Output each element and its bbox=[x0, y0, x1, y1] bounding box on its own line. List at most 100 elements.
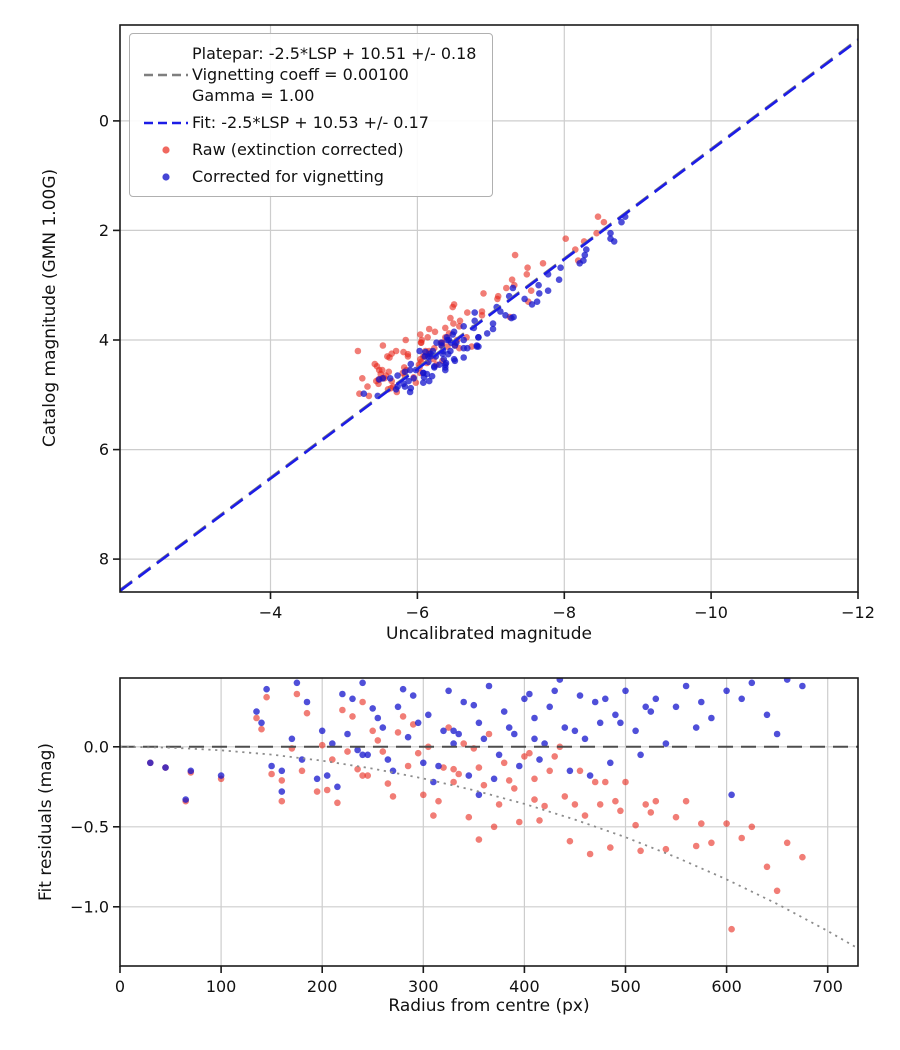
scatter-point bbox=[783, 678, 791, 683]
scatter-point bbox=[600, 218, 608, 226]
scatter-point bbox=[375, 366, 383, 374]
scatter-point bbox=[293, 679, 301, 687]
scatter-point bbox=[263, 693, 270, 701]
scatter-point bbox=[349, 713, 356, 720]
scatter-point bbox=[510, 313, 517, 321]
legend-label-raw: Raw (extinction corrected) bbox=[192, 140, 404, 159]
scatter-point bbox=[386, 354, 393, 361]
scatter-point bbox=[318, 727, 326, 735]
scatter-point bbox=[455, 770, 463, 778]
scatter-point bbox=[442, 366, 449, 374]
scatter-point bbox=[495, 801, 503, 808]
scatter-point bbox=[360, 390, 368, 398]
scatter-point bbox=[431, 328, 439, 336]
scatter-point bbox=[692, 842, 700, 850]
scatter-point bbox=[389, 767, 397, 775]
scatter-point bbox=[404, 350, 412, 358]
scatter-point bbox=[464, 309, 471, 316]
x-tick-label: −8 bbox=[553, 603, 577, 622]
scatter-point bbox=[447, 314, 454, 322]
scatter-point bbox=[698, 698, 705, 706]
vignetting-model-curve bbox=[120, 745, 858, 950]
scatter-point bbox=[561, 793, 569, 800]
residuals-tick-labels: 0 100 200 300 400 500 600 700 0.0 −0.5 −1.0 bbox=[70, 737, 843, 996]
scatter-point bbox=[359, 698, 366, 706]
scatter-point bbox=[288, 735, 296, 743]
scatter-point bbox=[460, 740, 468, 747]
scatter-point bbox=[404, 762, 412, 770]
x-tick-label: −4 bbox=[259, 603, 283, 622]
legend-label-gamma: Gamma = 1.00 bbox=[192, 86, 315, 105]
scatter-point bbox=[799, 682, 806, 690]
scatter-point bbox=[420, 374, 428, 381]
scatter-point bbox=[392, 347, 400, 355]
scatter-point bbox=[379, 724, 387, 731]
scatter-point bbox=[500, 759, 508, 767]
scatter-point bbox=[612, 797, 619, 805]
scatter-point bbox=[642, 801, 649, 808]
scatter-point bbox=[417, 331, 424, 338]
scatter-point bbox=[531, 714, 538, 722]
scatter-point bbox=[344, 730, 351, 738]
scatter-point bbox=[278, 767, 286, 775]
scatter-point bbox=[409, 692, 417, 699]
scatter-point bbox=[551, 753, 558, 760]
scatter-point bbox=[531, 735, 538, 743]
scatter-point bbox=[535, 281, 542, 289]
scatter-point bbox=[278, 777, 286, 784]
scatter-point bbox=[298, 756, 306, 763]
scatter-point bbox=[505, 724, 513, 731]
raw-dot-icon bbox=[140, 144, 192, 156]
scatter-point bbox=[478, 308, 486, 315]
scatter-point bbox=[612, 711, 619, 719]
scatter-point bbox=[450, 740, 457, 747]
scatter-point bbox=[557, 264, 564, 272]
scatter-point bbox=[422, 348, 429, 356]
scatter-point bbox=[516, 818, 523, 826]
scatter-point bbox=[576, 692, 584, 699]
scatter-point bbox=[359, 772, 366, 779]
scatter-point bbox=[455, 730, 463, 738]
scatter-point bbox=[738, 695, 745, 703]
scatter-point bbox=[471, 317, 479, 325]
x-tick-label: 500 bbox=[610, 977, 641, 996]
y-tick-label: −0.5 bbox=[70, 817, 109, 836]
scatter-point bbox=[622, 778, 629, 786]
scatter-point bbox=[475, 791, 483, 799]
scatter-point bbox=[414, 749, 422, 757]
scatter-point bbox=[379, 748, 387, 755]
scatter-point bbox=[392, 386, 400, 393]
scatter-point bbox=[401, 368, 409, 376]
scatter-point bbox=[505, 777, 513, 784]
scatter-point bbox=[576, 767, 584, 775]
scatter-point bbox=[546, 703, 553, 711]
scatter-point bbox=[349, 695, 356, 703]
scatter-point bbox=[404, 733, 412, 741]
scatter-point bbox=[555, 276, 563, 284]
scatter-point bbox=[359, 375, 366, 382]
scatter-point bbox=[329, 740, 336, 747]
scatter-point bbox=[632, 821, 639, 829]
corrected-dot-icon bbox=[140, 171, 192, 183]
scatter-point bbox=[682, 797, 690, 805]
scatter-point bbox=[409, 721, 417, 728]
top-x-axis-label: Uncalibrated magnitude bbox=[386, 624, 592, 644]
scatter-point bbox=[521, 295, 528, 303]
scatter-point bbox=[374, 737, 382, 744]
scatter-point bbox=[475, 719, 483, 727]
scatter-point bbox=[369, 727, 377, 735]
scatter-point bbox=[763, 863, 771, 871]
scatter-point bbox=[399, 685, 407, 693]
scatter-point bbox=[495, 751, 503, 759]
y-tick-label: 6 bbox=[99, 440, 109, 459]
scatter-point bbox=[449, 331, 457, 338]
legend-entry-corrected: Corrected for vignetting bbox=[140, 166, 476, 187]
scatter-point bbox=[556, 678, 564, 683]
x-tick-label: 300 bbox=[408, 977, 439, 996]
scatter-point bbox=[475, 764, 483, 771]
scatter-point bbox=[647, 708, 655, 715]
scatter-point bbox=[401, 383, 409, 390]
scatter-point bbox=[402, 336, 410, 344]
scatter-point bbox=[728, 791, 735, 799]
fit-line bbox=[120, 39, 858, 592]
